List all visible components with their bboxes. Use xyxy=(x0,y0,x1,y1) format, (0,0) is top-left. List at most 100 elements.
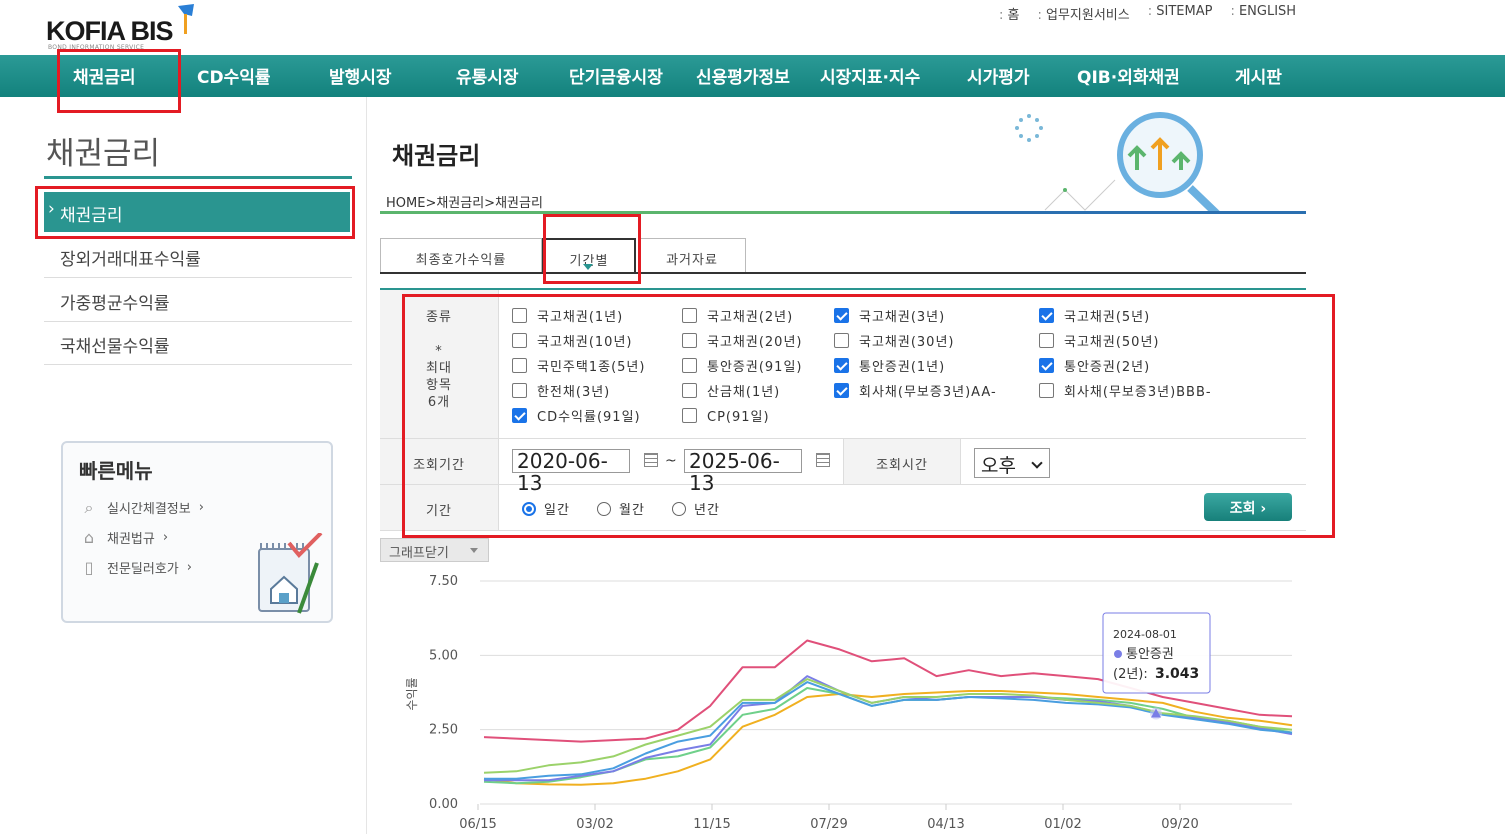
gnb-secondary-market[interactable]: 유통시장 xyxy=(456,68,519,88)
tab-historical-data[interactable]: 과거자료 xyxy=(638,238,746,272)
checkbox-label: 국민주택1종(5년) xyxy=(537,360,646,375)
gnb-bond-rates[interactable]: 채권금리 xyxy=(73,68,136,88)
bond-type-checkbox[interactable]: 국고채권(50년) xyxy=(1039,331,1160,350)
search-icon: ⌕ xyxy=(84,497,94,517)
gnb-qib-foreign-bonds[interactable]: QIB·외화채권 xyxy=(1077,68,1180,88)
bond-type-checkbox[interactable]: CP(91일) xyxy=(682,406,770,425)
checkbox-box xyxy=(512,358,527,373)
tooltip-box xyxy=(1102,612,1211,694)
checkbox-box xyxy=(1039,308,1054,323)
bond-type-checkbox[interactable]: 국고채권(20년) xyxy=(682,331,803,350)
sidebar-item-treasury-futures-yield[interactable]: 국채선물수익률 xyxy=(44,322,352,365)
checkbox-label: 통안증권(91일) xyxy=(707,360,803,375)
checklist-illustration-icon xyxy=(258,533,323,614)
checkbox-label: 회사채(무보증3년)BBB- xyxy=(1064,385,1212,400)
checkbox-label: 국고채권(50년) xyxy=(1064,335,1160,350)
gnb-cd-yield[interactable]: CD수익률 xyxy=(197,68,271,88)
bond-type-checkbox[interactable]: CD수익률(91일) xyxy=(512,406,641,425)
radio-yearly[interactable]: 년간 xyxy=(672,499,720,518)
tooltip-value: 3.043 xyxy=(1155,666,1199,682)
radio-dot xyxy=(597,501,611,516)
toplink-home[interactable]: 홈 xyxy=(990,4,1028,24)
logo-subtitle: BOND INFORMATION SERVICE xyxy=(48,44,145,51)
sidebar-item-otc-representative-yield[interactable]: 장외거래대표수익률 xyxy=(44,235,352,278)
checkbox-label: 국고채권(20년) xyxy=(707,335,803,350)
bond-type-checkbox[interactable]: 국고채권(2년) xyxy=(682,306,793,325)
quick-link-bond-regulations[interactable]: ⌂ 채권법규 › xyxy=(79,528,168,547)
checkbox-label: 국고채권(1년) xyxy=(537,310,624,325)
x-tick-label: 11/15 xyxy=(693,817,730,832)
bond-type-checkbox[interactable]: 회사채(무보증3년)AA- xyxy=(834,381,997,400)
logo-text: KOFIA BIS xyxy=(46,16,174,46)
bond-type-checkbox[interactable]: 회사채(무보증3년)BBB- xyxy=(1039,381,1212,400)
bond-type-checkbox[interactable]: 통안증권(1년) xyxy=(834,356,945,375)
tab-final-quote-yield[interactable]: 최종호가수익률 xyxy=(380,238,542,272)
checkbox-box xyxy=(1039,358,1054,373)
bond-type-checkbox[interactable]: 통안증권(2년) xyxy=(1039,356,1150,375)
bond-type-checkbox[interactable]: 국고채권(5년) xyxy=(1039,306,1150,325)
column-divider xyxy=(366,97,367,834)
toplink-business-support[interactable]: 업무지원서비스 xyxy=(1028,4,1138,24)
checkbox-label: 국고채권(30년) xyxy=(859,335,955,350)
bond-type-checkbox[interactable]: 산금채(1년) xyxy=(682,381,780,400)
search-button[interactable]: 조회 › xyxy=(1204,493,1292,521)
bond-type-checkbox[interactable]: 국고채권(10년) xyxy=(512,331,633,350)
bond-type-checkbox[interactable]: 국고채권(1년) xyxy=(512,306,623,325)
bond-type-checkbox[interactable]: 국고채권(30년) xyxy=(834,331,955,350)
quick-link-label: 채권법규 xyxy=(107,532,155,547)
quick-menu: 빠른메뉴 ⌕ 실시간체결정보 › ⌂ 채권법규 › ▯ 전문딜러호가 › xyxy=(61,441,333,623)
gnb-issuance-market[interactable]: 발행시장 xyxy=(329,68,392,88)
sidebar-item-bond-rates[interactable]: 채권금리 xyxy=(44,192,350,232)
bond-type-label: 종류 * 최대 항목 6개 xyxy=(380,290,499,438)
gnb-credit-rating[interactable]: 신용평가정보 xyxy=(696,68,790,88)
tooltip-series-name: 통안증권 xyxy=(1126,647,1174,662)
tooltip-marker xyxy=(1151,708,1161,718)
radio-daily[interactable]: 일간 xyxy=(522,499,570,518)
checkbox-label: 국고채권(2년) xyxy=(707,310,794,325)
bond-type-checkbox[interactable]: 통안증권(91일) xyxy=(682,356,803,375)
bond-type-row: 종류 * 최대 항목 6개 국고채권(1년) 국고채권(2년) 국고채권(3년) 국고… xyxy=(380,290,1306,439)
max-note-line: 항목 xyxy=(426,378,452,393)
sidebar-item-weighted-average-yield[interactable]: 가중평균수익률 xyxy=(44,279,352,322)
chevron-right-icon: › xyxy=(198,500,204,515)
time-select-value: 오후 xyxy=(981,455,1016,477)
gnb-money-market[interactable]: 단기금융시장 xyxy=(569,68,663,88)
checkbox-label: 회사채(무보증3년)AA- xyxy=(859,385,997,400)
gnb-board[interactable]: 게시판 xyxy=(1235,68,1282,88)
quick-link-label: 전문딜러호가 xyxy=(107,562,179,577)
checkbox-box xyxy=(512,333,527,348)
close-graph-button[interactable]: 그래프닫기 xyxy=(380,538,489,562)
highlight-box xyxy=(543,214,641,284)
end-date-input[interactable]: 2025-06-13 xyxy=(684,449,802,494)
checkbox-label: 국고채권(5년) xyxy=(1064,310,1151,325)
radio-label: 일간 xyxy=(544,503,570,518)
bond-type-checkbox[interactable]: 한전채(3년) xyxy=(512,381,610,400)
yield-line-chart: 7.50 5.00 2.50 0.00 수익률 06/15 03/02 11/15 07/29 0… xyxy=(405,574,1293,832)
checkbox-box xyxy=(682,333,697,348)
radio-label: 년간 xyxy=(694,503,720,518)
toplink-sitemap[interactable]: SITEMAP xyxy=(1139,4,1222,24)
bond-type-checkbox[interactable]: 국고채권(3년) xyxy=(834,306,945,325)
toplink-english[interactable]: ENGLISH xyxy=(1221,4,1305,24)
checkbox-box xyxy=(1039,383,1054,398)
checkbox-box xyxy=(834,383,849,398)
checkbox-label: CP(91일) xyxy=(707,410,770,425)
bond-type-checkbox[interactable]: 국민주택1종(5년) xyxy=(512,356,645,375)
max-items-note: * 최대 항목 6개 xyxy=(380,343,498,411)
radio-monthly[interactable]: 월간 xyxy=(597,499,645,518)
quick-link-realtime-trades[interactable]: ⌕ 실시간체결정보 › xyxy=(79,498,204,517)
calendar-icon[interactable] xyxy=(644,453,658,467)
highlight-box xyxy=(57,49,181,113)
start-date-input[interactable]: 2020-06-13 xyxy=(512,449,630,494)
gnb-market-valuation[interactable]: 시가평가 xyxy=(967,68,1030,88)
breadcrumb: HOME>채권금리>채권금리 xyxy=(386,196,543,211)
time-select[interactable]: 오후 xyxy=(974,448,1050,478)
radio-label: 월간 xyxy=(619,503,645,518)
calendar-icon[interactable] xyxy=(816,453,830,467)
quick-link-dealer-quotes[interactable]: ▯ 전문딜러호가 › xyxy=(79,558,192,577)
x-tick-label: 09/20 xyxy=(1161,817,1198,832)
checkbox-box xyxy=(682,383,697,398)
kofia-bis-logo[interactable]: KOFIA BIS BOND INFORMATION SERVICE xyxy=(46,4,196,52)
sidebar-title: 채권금리 xyxy=(46,136,161,172)
gnb-market-indices[interactable]: 시장지표·지수 xyxy=(820,68,921,88)
